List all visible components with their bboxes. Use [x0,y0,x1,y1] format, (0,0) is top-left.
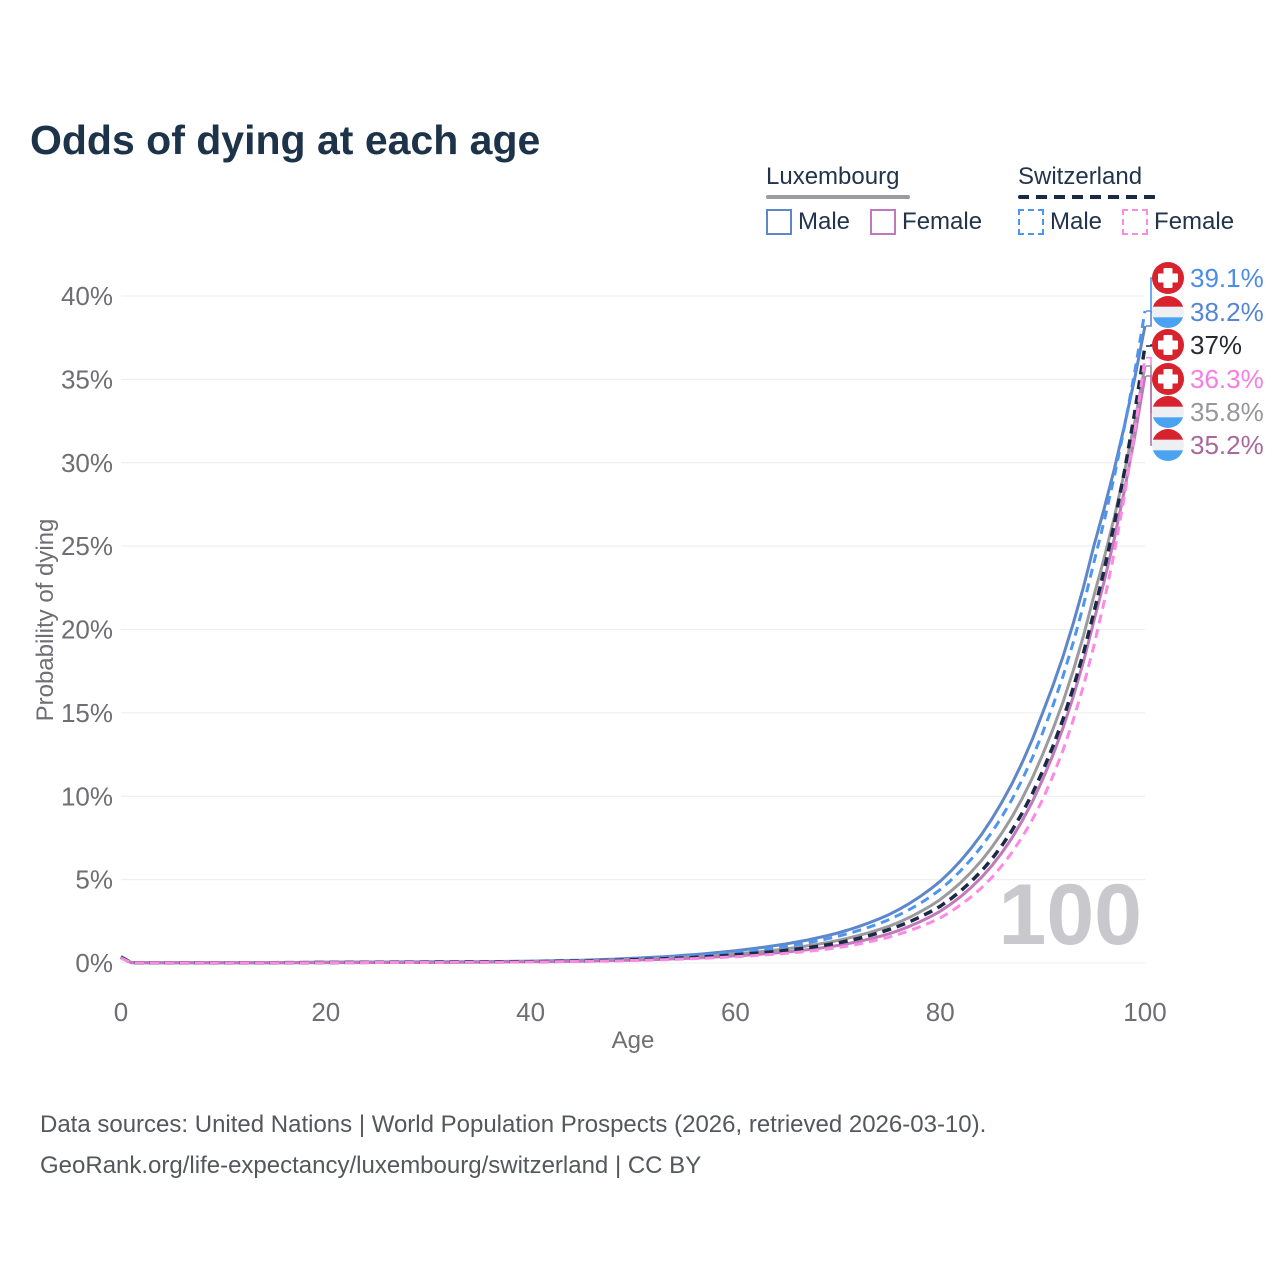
end-value-label: 37% [1190,330,1242,360]
y-tick-label: 15% [61,698,113,728]
luxembourg-solid-line-key [766,195,910,199]
legend-item-switzerland-male[interactable]: Male [1018,208,1102,236]
legend-label: Male [798,208,851,235]
age-watermark: 100 [999,867,1143,963]
legend-group-luxembourg: Luxembourg Male Female [766,163,1002,236]
chart-title: Odds of dying at each age [30,117,541,164]
switzerland-female-swatch-icon [1122,209,1149,235]
end-value-label: 35.2% [1190,430,1264,460]
series-line-swiss_female[interactable] [120,357,1147,965]
end-label-leader-line [1146,365,1154,413]
end-value-label: 35.8% [1190,397,1264,427]
switzerland-dashed-line-key [1018,195,1156,199]
swiss-cross-icon [1163,369,1173,389]
y-tick-label: 40% [61,281,113,311]
y-tick-label: 10% [61,781,113,811]
luxembourg-female-swatch-icon [870,209,897,235]
luxembourg-flag-icon [1152,429,1184,461]
legend-group-switzerland: Switzerland Male Female [1018,163,1254,236]
y-axis-title: Probability of dying [32,518,59,722]
y-tick-label: 0% [75,948,113,978]
x-tick-label: 20 [311,997,340,1027]
series-line-lux_total[interactable] [120,365,1147,965]
swiss-cross-icon [1163,268,1173,288]
end-value-label: 38.2% [1190,297,1264,327]
x-tick-label: 0 [114,997,128,1027]
footer-data-sources: Data sources: United Nations | World Pop… [40,1111,987,1138]
x-axis-title: Age [611,1027,655,1054]
end-value-label: 36.3% [1190,364,1264,394]
legend-label: Female [902,208,983,235]
y-tick-label: 35% [61,364,113,394]
switzerland-male-swatch-icon [1018,209,1044,235]
swiss-cross-icon [1163,335,1173,355]
luxembourg-flag-icon [1152,396,1184,428]
luxembourg-male-swatch-icon [766,209,792,235]
legend-title-luxembourg: Luxembourg [766,163,900,190]
legend-label: Male [1050,208,1103,235]
luxembourg-flag-icon [1152,296,1184,328]
y-tick-label: 20% [61,615,113,645]
series-line-lux_female[interactable] [120,375,1147,965]
legend-item-luxembourg-female[interactable]: Female [870,208,982,236]
series-line-swiss_total[interactable] [120,345,1147,965]
footer-attribution: GeoRank.org/life-expectancy/luxembourg/s… [40,1152,702,1179]
legend-item-luxembourg-male[interactable]: Male [766,208,850,236]
footer: Data sources: United Nations | World Pop… [40,1104,986,1186]
y-tick-label: 30% [61,448,113,478]
legend-item-switzerland-female[interactable]: Female [1122,208,1234,236]
x-tick-label: 40 [516,997,545,1027]
x-tick-label: 60 [721,997,750,1027]
legend-title-switzerland: Switzerland [1018,163,1143,190]
legend-label: Female [1154,208,1235,235]
y-tick-label: 25% [61,531,113,561]
x-tick-label: 80 [926,997,955,1027]
y-tick-label: 5% [75,865,113,895]
x-tick-label: 100 [1123,997,1166,1027]
end-value-label: 39.1% [1190,263,1264,293]
